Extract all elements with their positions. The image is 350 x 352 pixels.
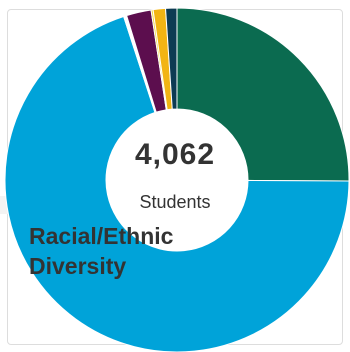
- donut-slice-6[interactable]: [165, 7, 178, 110]
- students-label: Students: [139, 192, 211, 212]
- student-total: 4,062: [134, 138, 216, 171]
- chart-title: Racial/Ethnic Diversity: [29, 223, 174, 279]
- donut-slice-1[interactable]: [4, 15, 350, 352]
- donut-slice-0[interactable]: [176, 7, 350, 182]
